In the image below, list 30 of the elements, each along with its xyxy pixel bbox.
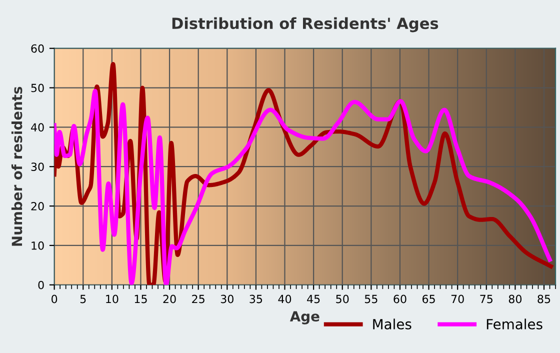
x-tick-label: 45 xyxy=(307,294,320,304)
y-tick-label: 50 xyxy=(31,84,44,92)
y-tick-label: 0 xyxy=(38,280,44,290)
x-tick-label: 35 xyxy=(250,294,262,304)
y-tick-label: 30 xyxy=(31,162,44,171)
y-tick-label: 60 xyxy=(31,44,44,53)
chart-title: Distribution of Residents' Ages xyxy=(172,17,438,32)
y-tick-label: 20 xyxy=(31,202,44,210)
x-tick-label: 40 xyxy=(278,294,292,304)
x-tick-label: 80 xyxy=(508,294,522,304)
x-tick-label: 15 xyxy=(134,294,147,304)
y-tick-label: 10 xyxy=(32,241,44,250)
x-tick-label: 55 xyxy=(364,294,378,304)
legend-label: Males xyxy=(373,318,412,330)
y-tick-label: 40 xyxy=(31,123,44,132)
x-tick-label: 70 xyxy=(451,294,464,304)
x-tick-label: 10 xyxy=(106,294,118,304)
x-tick-label: 50 xyxy=(336,294,349,304)
x-tick-label: 75 xyxy=(480,294,492,304)
x-tick-label: 5 xyxy=(80,294,86,304)
x-tick-label: 30 xyxy=(220,294,234,304)
legend-label: Females xyxy=(486,318,542,330)
y-axis-title: Number of residents xyxy=(11,86,22,246)
x-tick-label: 65 xyxy=(422,294,435,304)
x-tick-label: 20 xyxy=(163,294,176,304)
x-tick-label: 85 xyxy=(538,294,550,304)
x-axis-title: Age xyxy=(290,311,320,324)
x-tick-label: 0 xyxy=(52,294,58,304)
x-tick-label: 25 xyxy=(192,294,204,304)
x-tick-label: 60 xyxy=(394,294,406,304)
